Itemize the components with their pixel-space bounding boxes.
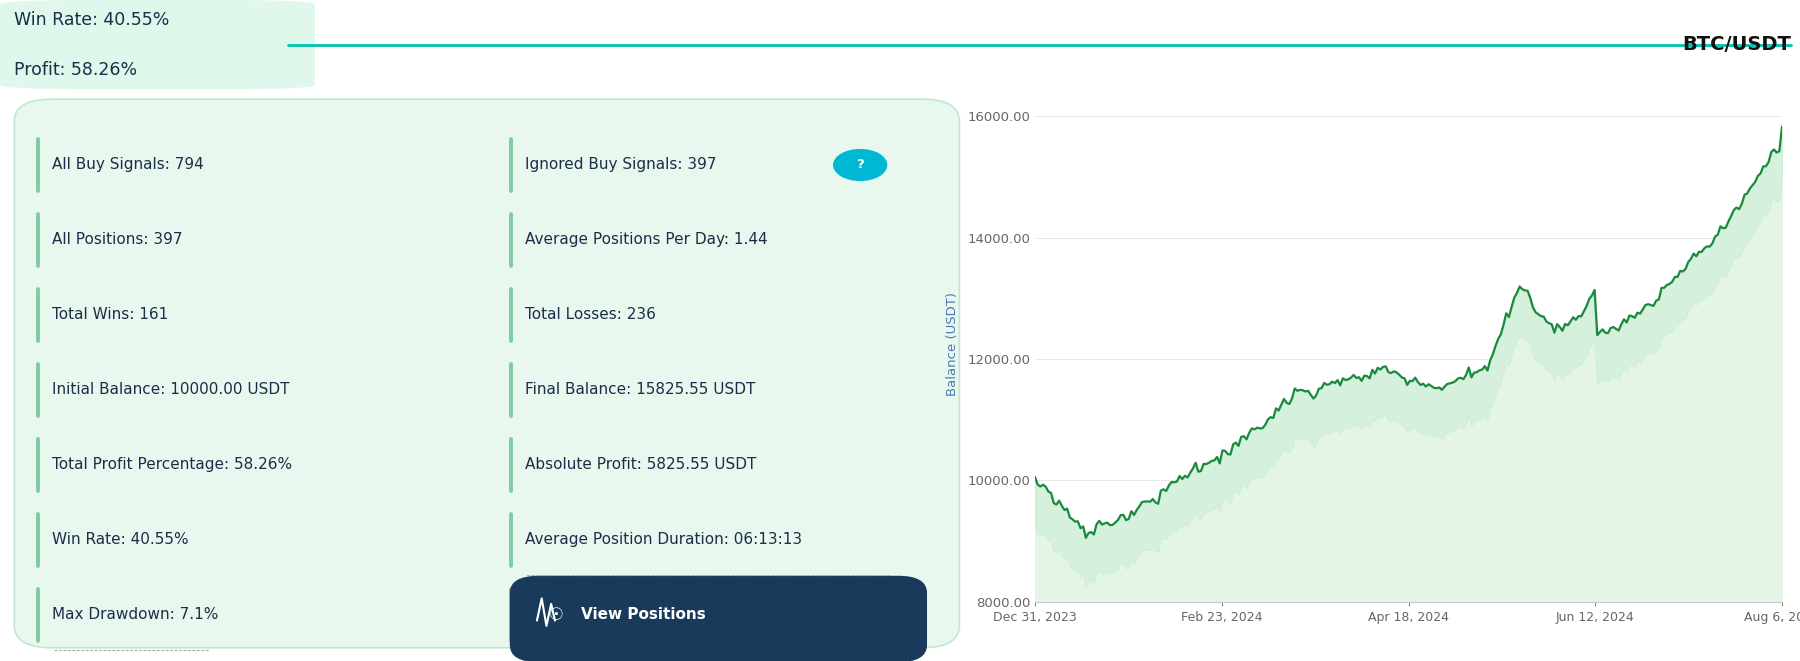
- Text: Average Positions Per Day: 1.44: Average Positions Per Day: 1.44: [526, 233, 767, 247]
- Text: Ignored Buy Signals: 397: Ignored Buy Signals: 397: [526, 157, 716, 173]
- Text: View Positions: View Positions: [581, 607, 706, 623]
- Text: Total Wins: 161: Total Wins: 161: [52, 307, 169, 323]
- Text: Total Profit Percentage: 58.26%: Total Profit Percentage: 58.26%: [52, 457, 292, 473]
- Text: ?: ?: [857, 159, 864, 171]
- Text: ☉: ☉: [549, 606, 563, 624]
- Text: Win Rate: 40.55%: Win Rate: 40.55%: [14, 11, 169, 28]
- Circle shape: [833, 149, 887, 180]
- Text: Max Drawdown: 7.1%: Max Drawdown: 7.1%: [52, 607, 218, 623]
- Text: Final Balance: 15825.55 USDT: Final Balance: 15825.55 USDT: [526, 383, 754, 397]
- Text: All Buy Signals: 794: All Buy Signals: 794: [52, 157, 203, 173]
- Text: Initial Balance: 10000.00 USDT: Initial Balance: 10000.00 USDT: [52, 383, 290, 397]
- FancyBboxPatch shape: [0, 0, 315, 89]
- Text: Win Rate: 40.55%: Win Rate: 40.55%: [52, 532, 189, 547]
- Text: Total Losses: 236: Total Losses: 236: [526, 307, 655, 323]
- Text: All Positions: 397: All Positions: 397: [52, 233, 184, 247]
- Text: Profit: 58.26%: Profit: 58.26%: [14, 61, 137, 79]
- FancyBboxPatch shape: [511, 576, 927, 661]
- Text: BTC/USDT: BTC/USDT: [1683, 35, 1791, 54]
- Y-axis label: Balance (USDT): Balance (USDT): [947, 292, 959, 396]
- Text: Absolute Profit: 5825.55 USDT: Absolute Profit: 5825.55 USDT: [526, 457, 756, 473]
- FancyBboxPatch shape: [14, 99, 959, 648]
- Text: Average Position Duration: 06:13:13: Average Position Duration: 06:13:13: [526, 532, 801, 547]
